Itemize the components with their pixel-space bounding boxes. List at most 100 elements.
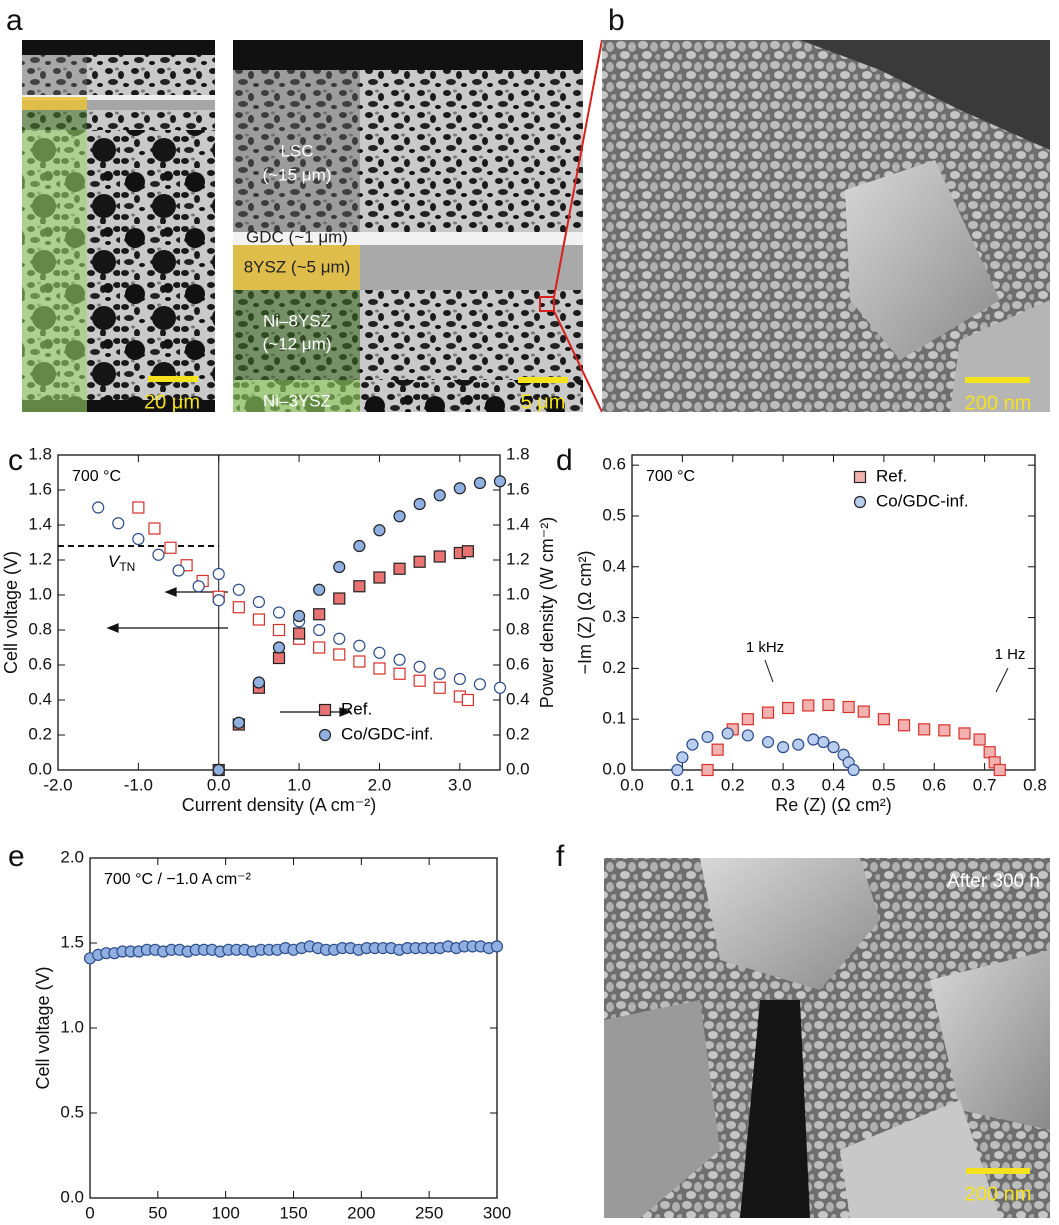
annotation-leader: [995, 667, 1009, 693]
y-tick-label: 0.1: [602, 709, 626, 728]
y2-tick-label: 0.4: [506, 689, 530, 708]
x-tick-label: -1.0: [124, 775, 153, 794]
plot-frame: [57, 454, 501, 771]
reference-label: VTN: [108, 552, 135, 574]
marker: [164, 541, 177, 554]
y-tick-label: 1.6: [28, 479, 52, 498]
marker: [993, 763, 1006, 777]
x-axis-label: Current density (A cm⁻²): [182, 795, 377, 815]
marker: [132, 532, 145, 546]
marker: [393, 653, 406, 666]
layer-label: Ni–8YSZ: [263, 311, 331, 330]
marker: [148, 522, 161, 535]
marker: [453, 672, 466, 686]
y-tick-label: 0.5: [60, 1102, 84, 1121]
micrograph-b: 200 nm: [602, 40, 1050, 414]
legend-label: Co/GDC-inf.: [341, 724, 434, 743]
y-tick-label: 1.5: [60, 932, 84, 951]
marker: [701, 730, 714, 744]
marker: [333, 648, 346, 661]
x-tick-label: 250: [415, 1203, 443, 1222]
y2-tick-label: 1.0: [506, 584, 530, 603]
layer-label: 8YSZ (~5 μm): [244, 257, 351, 276]
marker: [112, 517, 125, 530]
y-tick-label: 0.2: [28, 724, 52, 743]
x-tick-label: 0.8: [1023, 775, 1047, 794]
y-tick-label: 1.0: [28, 584, 52, 603]
marker: [272, 651, 286, 665]
marker: [433, 489, 446, 502]
marker: [232, 601, 245, 614]
x-tick-label: 0.0: [207, 775, 231, 794]
marker: [152, 548, 165, 561]
micrograph-f: After 300 h 200 nm: [604, 858, 1050, 1218]
y-tick-label: 1.0: [60, 1017, 84, 1036]
x-tick-label: 150: [279, 1203, 307, 1222]
marker: [313, 641, 326, 654]
y-tick-label: 0.4: [602, 556, 626, 575]
panel-label: f: [556, 840, 565, 873]
x-tick-label: 50: [148, 1203, 167, 1222]
x-tick-label: 0.0: [620, 775, 644, 794]
y-axis-label: −Im (Z) (Ω cm²): [575, 551, 595, 675]
panel-label: c: [8, 444, 23, 477]
reference-label-main: V: [108, 552, 121, 571]
marker: [721, 727, 734, 740]
marker: [827, 741, 840, 754]
marker: [686, 738, 699, 751]
y-tick-label: 0.0: [60, 1187, 84, 1206]
condition-label: 700 °C: [72, 468, 121, 485]
marker: [272, 623, 286, 637]
panel-label: a: [6, 4, 23, 37]
y2-tick-label: 1.6: [506, 479, 530, 498]
annotation: 1 kHz: [746, 639, 784, 656]
marker: [353, 580, 366, 593]
x-tick-label: 0.1: [671, 775, 695, 794]
marker: [822, 698, 835, 712]
marker: [453, 482, 466, 495]
micrograph-a-right: LSC (~15 μm) GDC (~1 μm) 8YSZ (~5 μm) Ni…: [233, 40, 583, 413]
marker: [353, 639, 366, 652]
marker: [897, 719, 911, 732]
layer-label: GDC (~1 μm): [246, 227, 348, 246]
x-tick-label: 0: [85, 1203, 94, 1222]
marker: [313, 608, 326, 621]
x-tick-label: 0.2: [721, 775, 745, 794]
marker: [792, 738, 805, 751]
y-tick-label: 1.2: [28, 549, 52, 568]
marker: [473, 678, 487, 691]
marker: [847, 763, 860, 777]
marker: [807, 733, 820, 746]
legend-label: Co/GDC-inf.: [876, 491, 969, 510]
marker: [918, 723, 931, 736]
plot-frame: [89, 857, 498, 1199]
panel-label: d: [556, 444, 573, 477]
y2-axis-label: Power density (W cm⁻²): [537, 517, 557, 709]
annotation-leader: [764, 659, 774, 683]
x-tick-label: 0.6: [922, 775, 946, 794]
marker: [857, 705, 870, 718]
marker: [413, 660, 426, 673]
y2-tick-label: 0.6: [506, 654, 530, 673]
marker: [212, 594, 225, 607]
marker: [333, 592, 346, 605]
marker: [671, 763, 684, 777]
marker: [877, 713, 890, 726]
y2-tick-label: 0.8: [506, 619, 530, 638]
reference-label-sub: TN: [119, 560, 135, 574]
x-tick-label: 3.0: [448, 775, 472, 794]
plot-frame: [631, 454, 1036, 771]
scale-bar-label: 200 nm: [965, 392, 1032, 414]
y-tick-label: 0.0: [602, 759, 626, 778]
y2-tick-label: 0.2: [506, 724, 530, 743]
y-tick-label: 0.0: [28, 759, 52, 778]
x-tick-label: 0.7: [973, 775, 997, 794]
panel-label: e: [8, 840, 25, 873]
y2-tick-label: 1.4: [506, 514, 530, 533]
marker: [777, 741, 790, 754]
y2-tick-label: 1.8: [506, 444, 530, 463]
scale-bar-label: 200 nm: [965, 1183, 1032, 1205]
x-tick-label: 100: [211, 1203, 239, 1222]
marker: [413, 497, 426, 511]
